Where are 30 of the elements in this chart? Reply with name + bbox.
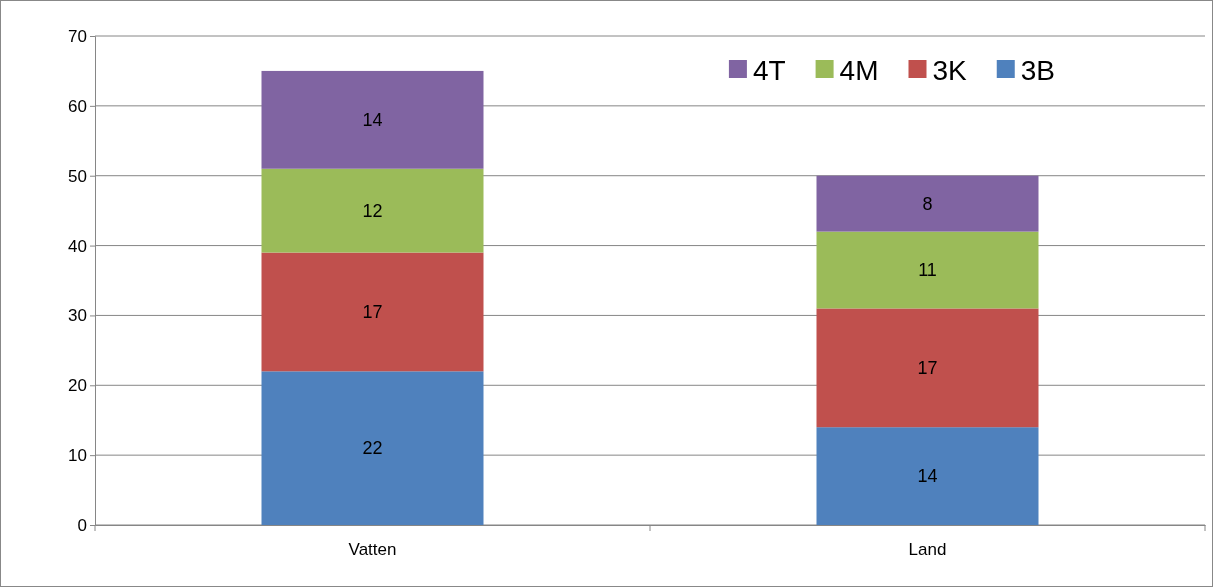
bar <box>816 308 1039 428</box>
x-tick-label: Vatten <box>348 540 397 560</box>
data-label: 8 <box>922 193 933 214</box>
data-label: 17 <box>362 302 383 323</box>
y-tick-label: 20 <box>68 376 87 396</box>
bar <box>816 231 1039 309</box>
bar <box>261 70 484 169</box>
y-tick-label: 60 <box>68 96 87 116</box>
bar <box>816 427 1039 525</box>
legend-label: 4T <box>752 54 786 86</box>
y-tick-label: 30 <box>68 306 87 326</box>
data-label: 22 <box>362 438 383 459</box>
bar <box>816 175 1039 232</box>
bar <box>261 371 484 525</box>
data-label: 14 <box>362 110 383 131</box>
data-label: 11 <box>918 260 937 281</box>
data-label: 17 <box>917 358 938 379</box>
x-tick-label: Land <box>908 540 947 560</box>
y-tick-label: 10 <box>68 446 87 466</box>
data-label: 12 <box>362 200 383 221</box>
legend-label: 3B <box>1020 54 1055 86</box>
y-tick-label: 70 <box>68 26 87 46</box>
bar <box>261 168 484 253</box>
y-tick-label: 40 <box>68 236 87 256</box>
legend-label: 3K <box>932 54 968 86</box>
data-label: 14 <box>917 466 938 487</box>
y-tick-label: 50 <box>68 166 87 186</box>
bar <box>261 252 484 372</box>
legend-label: 4M <box>839 54 879 86</box>
y-tick-label: 0 <box>77 515 87 535</box>
